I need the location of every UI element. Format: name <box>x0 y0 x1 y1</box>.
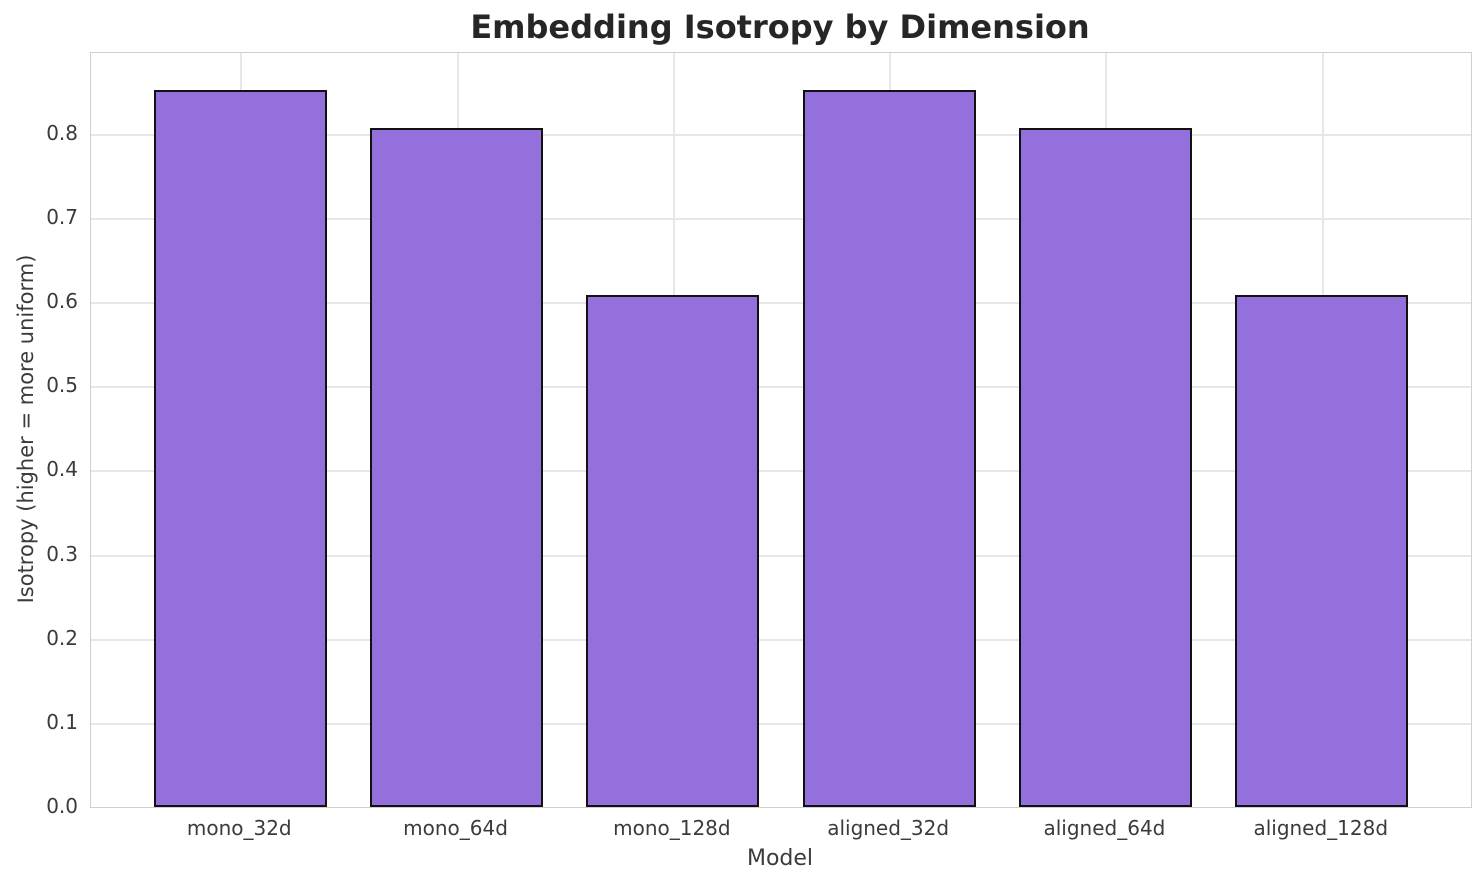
gridline-horizontal-0.4 <box>91 470 1471 473</box>
x-tick-label-aligned_128d: aligned_128d <box>1253 816 1389 840</box>
bar-aligned_128d <box>1235 295 1409 807</box>
bar-mono_64d <box>370 127 544 807</box>
y-tick-label-0.7: 0.7 <box>46 204 78 229</box>
y-tick-label-0.2: 0.2 <box>46 625 78 650</box>
x-axis-label: Model <box>746 846 814 871</box>
plot-area <box>90 52 1472 808</box>
bar-mono_128d <box>586 295 760 807</box>
gridline-horizontal-0.5 <box>91 386 1471 389</box>
y-tick-label-0.0: 0.0 <box>46 794 78 818</box>
y-tick-label-0.8: 0.8 <box>46 120 78 145</box>
y-tick-label-0.3: 0.3 <box>46 541 78 566</box>
bar-mono_32d <box>153 90 327 807</box>
gridline-horizontal-0.3 <box>91 554 1471 557</box>
bar-aligned_32d <box>802 90 976 807</box>
gridline-horizontal-0.7 <box>91 217 1471 220</box>
y-axis-label: Isotropy (higher = more uniform) <box>14 254 38 604</box>
gridline-horizontal-0.2 <box>91 638 1471 641</box>
gridline-horizontal-0.8 <box>91 133 1471 136</box>
x-tick-label-mono_128d: mono_128d <box>613 816 731 840</box>
gridline-horizontal-0.6 <box>91 302 1471 305</box>
y-tick-label-0.1: 0.1 <box>46 709 78 734</box>
chart-title: Embedding Isotropy by Dimension <box>470 8 1090 46</box>
y-tick-label-0.5: 0.5 <box>46 373 78 398</box>
x-tick-label-aligned_64d: aligned_64d <box>1043 816 1166 840</box>
bar-aligned_64d <box>1018 127 1192 807</box>
x-tick-label-mono_32d: mono_32d <box>186 816 292 840</box>
x-tick-label-mono_64d: mono_64d <box>403 816 508 840</box>
y-tick-label-0.4: 0.4 <box>46 457 78 482</box>
x-tick-label-aligned_32d: aligned_32d <box>827 816 950 840</box>
y-tick-label-0.6: 0.6 <box>46 289 78 314</box>
gridline-horizontal-0.1 <box>91 722 1471 725</box>
